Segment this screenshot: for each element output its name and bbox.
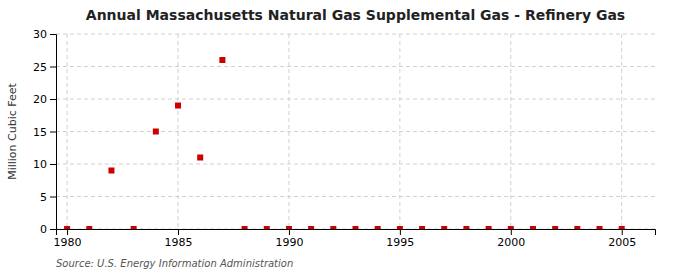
chart-svg: 1980 1985 1990 1995 2000 2005 0 5 10 15 20 25 30 Annu… — [0, 0, 675, 275]
tick-mark — [289, 229, 290, 235]
tick-label: 20 — [33, 93, 47, 106]
tick-label: 30 — [33, 28, 47, 41]
tick-label: 15 — [33, 126, 47, 139]
tick: 0 — [40, 223, 56, 236]
tick-label: 1990 — [275, 236, 303, 249]
grid — [56, 34, 655, 229]
tick-mark — [50, 197, 56, 198]
point — [153, 129, 159, 135]
point — [419, 226, 425, 229]
tick: 2000 — [497, 229, 525, 249]
y-axis-label: Million Cubic Feet — [6, 82, 19, 179]
tick-mark — [400, 229, 401, 235]
tick: 20 — [33, 93, 56, 106]
grid-line-y — [56, 196, 655, 197]
point — [308, 226, 314, 229]
tick: 25 — [33, 61, 56, 74]
point — [86, 226, 92, 229]
annotation: Source: U.S. Energy Information Administ… — [56, 258, 293, 269]
y-axis: 0 5 10 15 20 25 30 — [33, 28, 57, 236]
grid-line-x — [621, 34, 622, 229]
axis-line — [50, 35, 57, 230]
chart-container: 1980 1985 1990 1995 2000 2005 0 5 10 15 20 25 30 Annu… — [0, 0, 675, 275]
point — [64, 226, 70, 229]
point — [242, 226, 248, 229]
tick-label: 10 — [33, 158, 47, 171]
point — [286, 226, 292, 229]
point — [264, 226, 270, 229]
grid-line-y — [56, 131, 655, 132]
plot-area: 1980 1985 1990 1995 2000 2005 0 5 10 15 20 25 30 — [33, 28, 656, 249]
point — [486, 226, 492, 229]
point — [219, 57, 225, 63]
tick-label: 1980 — [54, 236, 82, 249]
point — [131, 226, 137, 229]
tick: 1995 — [386, 229, 414, 249]
point — [108, 168, 114, 174]
tick-mark — [50, 34, 56, 35]
tick: 1985 — [165, 229, 193, 249]
grid-line-y — [56, 34, 655, 35]
grid-line-y — [56, 66, 655, 67]
tick: 2005 — [608, 229, 636, 249]
point — [619, 226, 625, 229]
tick-mark — [67, 229, 68, 235]
tick-mark — [622, 229, 623, 235]
tick-label: 5 — [40, 191, 47, 204]
grid-line-y — [56, 164, 655, 165]
point — [530, 226, 536, 229]
tick: 1980 — [54, 229, 82, 249]
tick-mark — [50, 229, 56, 230]
tick-label: 0 — [40, 223, 47, 236]
tick: 10 — [33, 158, 56, 171]
tick-label: 25 — [33, 61, 47, 74]
grid-line-y — [56, 99, 655, 100]
tick: 30 — [33, 28, 56, 41]
title: Annual Massachusetts Natural Gas Supplem… — [86, 7, 625, 23]
tick-label: 1985 — [165, 236, 193, 249]
tick-mark — [511, 229, 512, 235]
tick-mark — [178, 229, 179, 235]
tick-label: 1995 — [386, 236, 414, 249]
tick-label: 2005 — [608, 236, 636, 249]
tick: 15 — [33, 126, 56, 139]
axis-line — [57, 230, 656, 236]
tick: 1990 — [275, 229, 303, 249]
point — [397, 226, 403, 229]
x-axis: 1980 1985 1990 1995 2000 2005 — [54, 229, 656, 249]
tick: 5 — [40, 191, 56, 204]
point — [375, 226, 381, 229]
point — [597, 226, 603, 229]
point — [175, 103, 181, 109]
point — [552, 226, 558, 229]
tick-mark — [50, 67, 56, 68]
tick-mark — [50, 164, 56, 165]
point — [508, 226, 514, 229]
point — [330, 226, 336, 229]
tick-label: 2000 — [497, 236, 525, 249]
point — [197, 155, 203, 161]
point — [463, 226, 469, 229]
marks — [64, 57, 625, 229]
point — [441, 226, 447, 229]
tick-mark — [50, 132, 56, 133]
tick-mark — [50, 99, 56, 100]
point — [353, 226, 359, 229]
point — [574, 226, 580, 229]
